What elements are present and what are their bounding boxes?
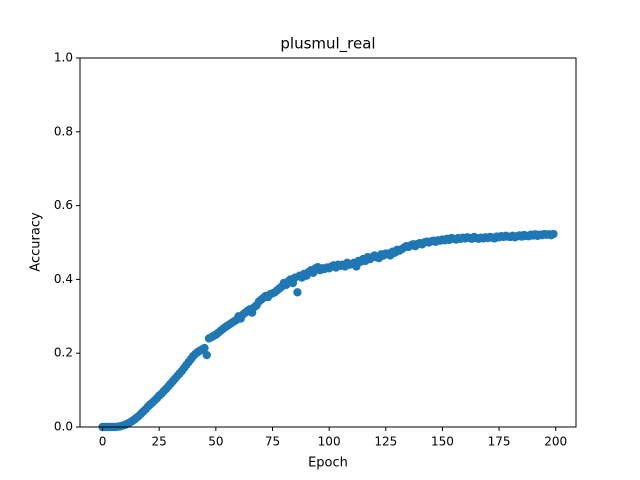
x-tick-label: 125 bbox=[374, 435, 397, 449]
y-tick-label: 0.6 bbox=[54, 198, 73, 212]
chart-title: plusmul_real bbox=[280, 35, 375, 54]
x-tick-label: 100 bbox=[318, 435, 341, 449]
y-tick-label: 0.0 bbox=[54, 420, 73, 434]
point bbox=[549, 229, 558, 239]
y-tick-label: 0.8 bbox=[54, 124, 73, 138]
y-tick-label: 1.0 bbox=[54, 51, 73, 65]
x-tick-label: 200 bbox=[544, 435, 567, 449]
x-axis-label: Epoch bbox=[308, 456, 348, 471]
x-tick-label: 0 bbox=[99, 435, 107, 449]
point bbox=[202, 350, 211, 360]
axes-frame bbox=[79, 57, 577, 428]
y-axis-label: Accuracy bbox=[29, 212, 44, 272]
x-tick-label: 175 bbox=[488, 435, 511, 449]
x-tick-label: 150 bbox=[431, 435, 454, 449]
point bbox=[200, 343, 209, 353]
plot-area bbox=[98, 229, 558, 432]
y-tick-label: 0.4 bbox=[54, 272, 73, 286]
x-tick-label: 25 bbox=[152, 435, 167, 449]
point bbox=[293, 288, 302, 297]
x-tick-label: 75 bbox=[265, 435, 280, 449]
y-tick-label: 0.2 bbox=[54, 346, 73, 360]
x-tick-label: 50 bbox=[208, 435, 223, 449]
